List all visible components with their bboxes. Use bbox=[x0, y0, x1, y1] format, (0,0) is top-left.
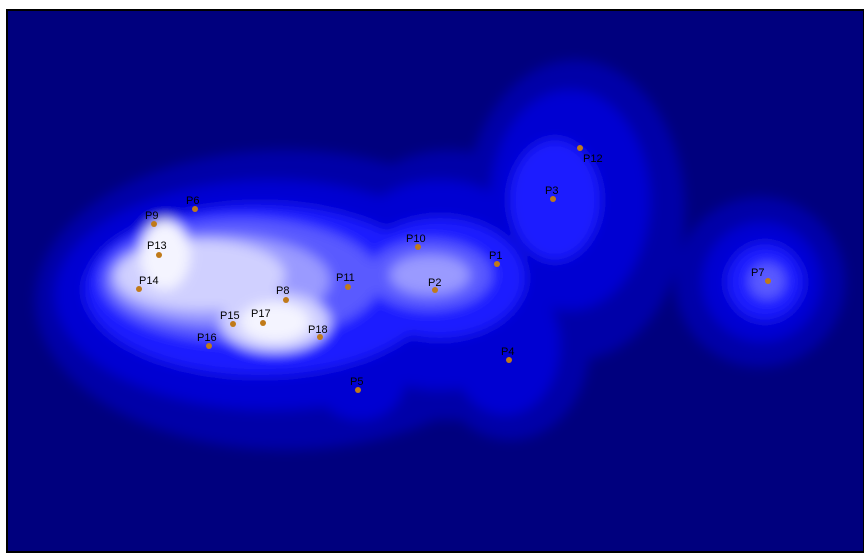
point-marker[interactable] bbox=[577, 145, 583, 151]
map-point-p3[interactable]: P3 bbox=[545, 185, 558, 202]
point-marker[interactable] bbox=[260, 320, 266, 326]
map-point-p5[interactable]: P5 bbox=[350, 376, 363, 393]
point-label: P4 bbox=[501, 346, 514, 358]
map-point-p10[interactable]: P10 bbox=[406, 233, 426, 250]
map-point-p6[interactable]: P6 bbox=[186, 195, 199, 212]
map-point-p15[interactable]: P15 bbox=[220, 310, 240, 327]
point-marker[interactable] bbox=[317, 334, 323, 340]
map-point-p18[interactable]: P18 bbox=[308, 324, 328, 340]
point-marker[interactable] bbox=[151, 221, 157, 227]
point-marker[interactable] bbox=[506, 357, 512, 363]
map-point-p14[interactable]: P14 bbox=[136, 275, 159, 292]
density-contour-level-5 bbox=[390, 255, 470, 295]
map-point-p11[interactable]: P11 bbox=[336, 272, 355, 290]
density-contour-level-7 bbox=[140, 220, 190, 290]
point-label: P12 bbox=[583, 153, 603, 165]
point-marker[interactable] bbox=[283, 297, 289, 303]
point-label: P11 bbox=[336, 272, 355, 284]
point-label: P10 bbox=[406, 233, 426, 245]
density-layer bbox=[35, 60, 845, 450]
map-point-p17[interactable]: P17 bbox=[251, 308, 271, 326]
point-marker[interactable] bbox=[415, 244, 421, 250]
point-label: P18 bbox=[308, 324, 328, 336]
point-marker[interactable] bbox=[192, 206, 198, 212]
map-point-p12[interactable]: P12 bbox=[577, 145, 603, 165]
point-label: P7 bbox=[751, 267, 764, 279]
point-label: P8 bbox=[276, 285, 289, 297]
point-label: P14 bbox=[139, 275, 159, 287]
point-marker[interactable] bbox=[345, 284, 351, 290]
map-point-p1[interactable]: P1 bbox=[489, 250, 502, 267]
point-marker[interactable] bbox=[230, 321, 236, 327]
density-contour-level-7 bbox=[240, 302, 310, 342]
map-point-p8[interactable]: P8 bbox=[276, 285, 289, 303]
map-point-p13[interactable]: P13 bbox=[147, 240, 167, 258]
point-marker[interactable] bbox=[156, 252, 162, 258]
point-marker[interactable] bbox=[432, 287, 438, 293]
point-marker[interactable] bbox=[550, 196, 556, 202]
point-label: P3 bbox=[545, 185, 558, 197]
point-label: P13 bbox=[147, 240, 167, 252]
point-label: P15 bbox=[220, 310, 240, 322]
point-marker[interactable] bbox=[494, 261, 500, 267]
map-point-p2[interactable]: P2 bbox=[428, 277, 441, 293]
map-frame bbox=[6, 9, 864, 553]
point-marker[interactable] bbox=[765, 278, 771, 284]
map-point-p9[interactable]: P9 bbox=[145, 210, 158, 227]
point-label: P2 bbox=[428, 277, 441, 289]
point-marker[interactable] bbox=[355, 387, 361, 393]
point-label: P9 bbox=[145, 210, 158, 222]
map-point-p16[interactable]: P16 bbox=[197, 332, 217, 349]
map-point-p7[interactable]: P7 bbox=[751, 267, 771, 284]
point-label: P1 bbox=[489, 250, 502, 262]
point-label: P5 bbox=[350, 376, 363, 388]
point-label: P16 bbox=[197, 332, 217, 344]
point-marker[interactable] bbox=[206, 343, 212, 349]
point-label: P17 bbox=[251, 308, 271, 320]
point-label: P6 bbox=[186, 195, 199, 207]
point-marker[interactable] bbox=[136, 286, 142, 292]
map-point-p4[interactable]: P4 bbox=[501, 346, 514, 363]
